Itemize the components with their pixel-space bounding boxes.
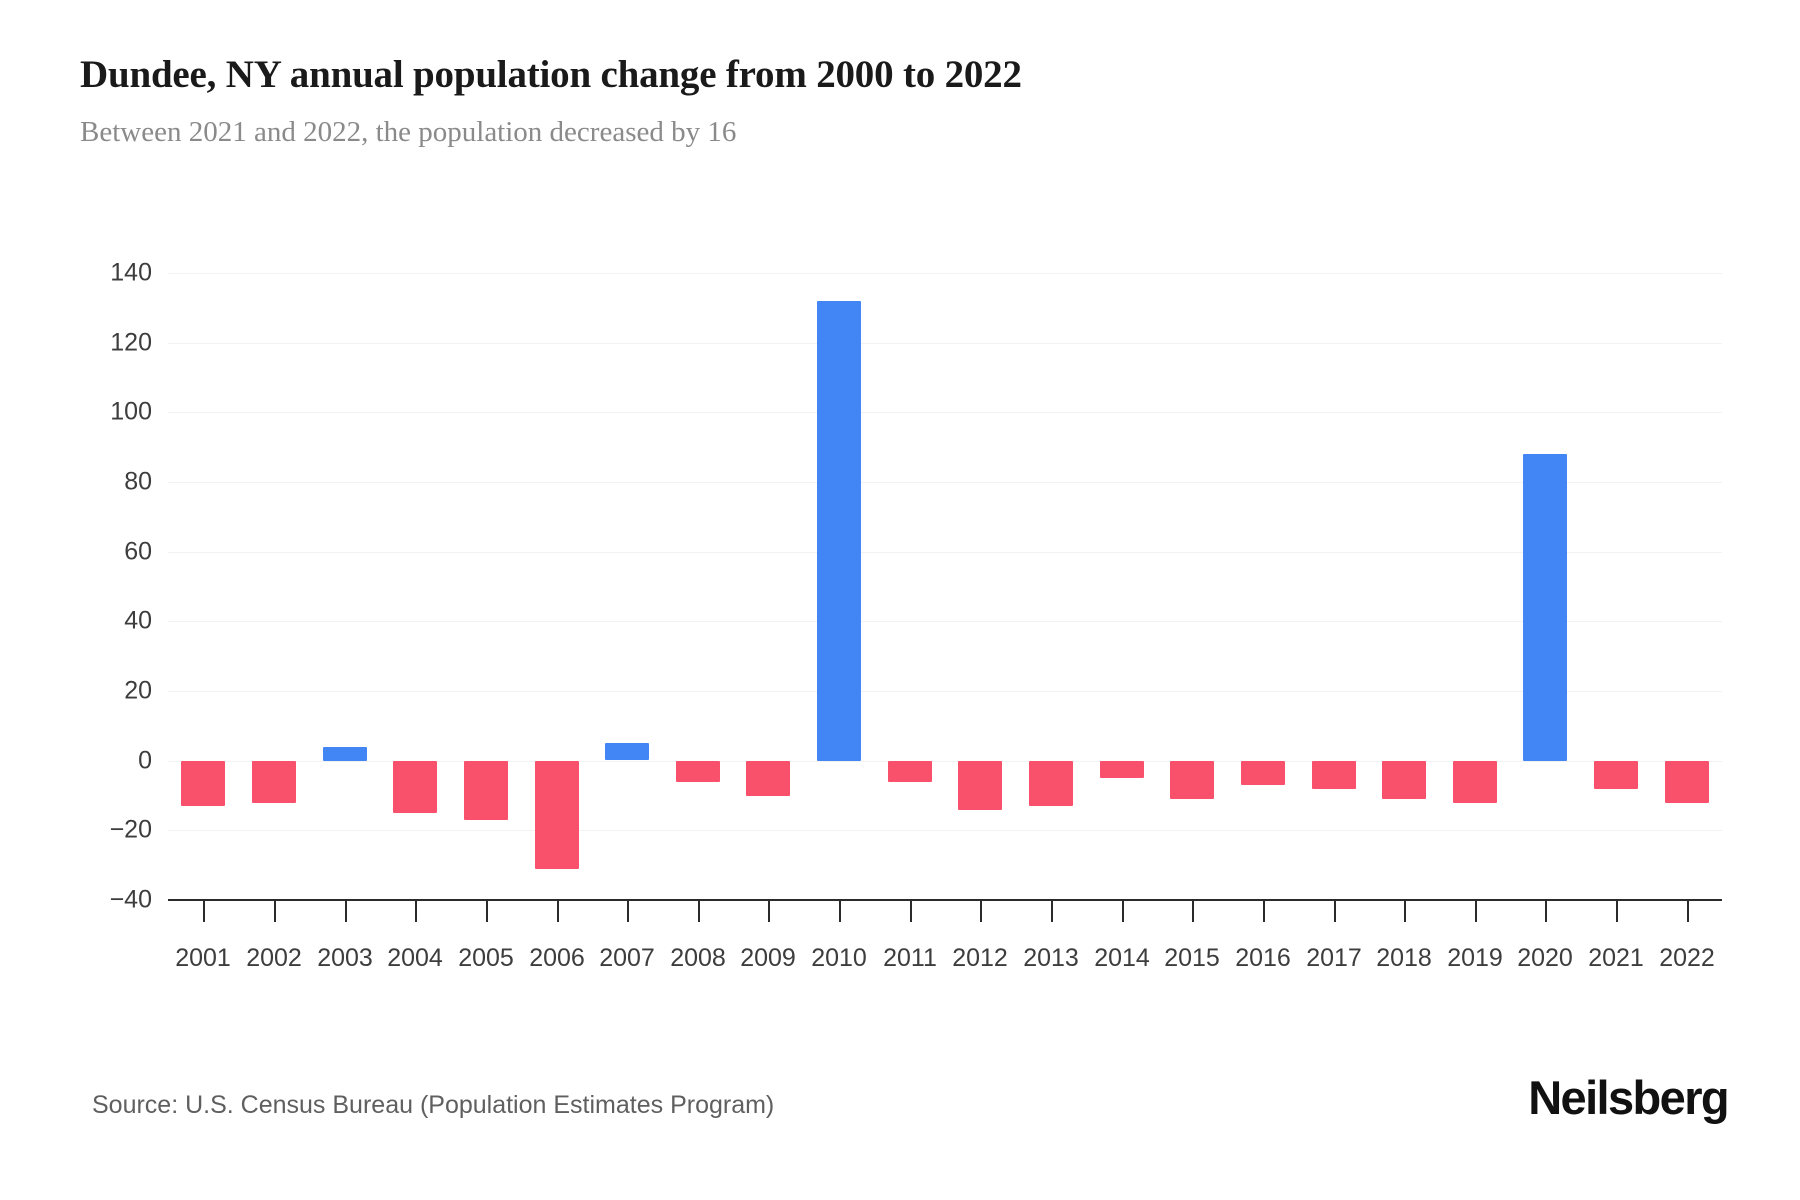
x-axis-tick-label: 2013 — [1023, 944, 1079, 972]
x-axis-tick-mark — [1475, 900, 1477, 922]
bar-2001[interactable] — [181, 761, 225, 806]
bar-2007[interactable] — [605, 743, 649, 760]
x-axis-tick-label: 2019 — [1447, 944, 1503, 972]
x-axis-tick-mark — [1263, 900, 1265, 922]
gridline — [168, 830, 1722, 831]
bar-2003[interactable] — [323, 747, 367, 761]
x-axis-tick-label: 2004 — [387, 944, 443, 972]
chart-header: Dundee, NY annual population change from… — [80, 52, 1700, 150]
x-axis-tick-label: 2008 — [670, 944, 726, 972]
bar-2020[interactable] — [1523, 454, 1567, 761]
y-axis-tick-label: 80 — [124, 467, 152, 496]
bar-2018[interactable] — [1382, 761, 1426, 799]
x-axis-tick-mark — [768, 900, 770, 922]
bar-2008[interactable] — [676, 761, 720, 782]
bar-2016[interactable] — [1241, 761, 1285, 785]
x-axis-tick-mark — [627, 900, 629, 922]
x-axis-tick-label: 2005 — [458, 944, 514, 972]
x-axis-tick-label: 2020 — [1517, 944, 1573, 972]
x-axis-tick-mark — [415, 900, 417, 922]
y-axis-tick-label: 20 — [124, 676, 152, 705]
x-axis-tick-mark — [839, 900, 841, 922]
x-axis-tick-mark — [910, 900, 912, 922]
y-axis-tick-label: 40 — [124, 606, 152, 635]
bar-2019[interactable] — [1453, 761, 1497, 803]
x-axis-tick-label: 2007 — [599, 944, 655, 972]
bar-2009[interactable] — [746, 761, 790, 796]
gridline — [168, 621, 1722, 622]
gridline — [168, 273, 1722, 274]
x-axis-tick-mark — [1687, 900, 1689, 922]
y-axis-tick-label: −40 — [109, 885, 152, 914]
x-axis-tick-label: 2001 — [175, 944, 231, 972]
bar-2002[interactable] — [252, 761, 296, 803]
x-axis-tick-mark — [1051, 900, 1053, 922]
x-axis-tick-mark — [1616, 900, 1618, 922]
y-axis-tick-label: 120 — [110, 328, 152, 357]
bar-2005[interactable] — [464, 761, 508, 820]
x-axis-tick-mark — [1545, 900, 1547, 922]
chart-subtitle: Between 2021 and 2022, the population de… — [80, 116, 737, 148]
x-axis-tick-label: 2003 — [317, 944, 373, 972]
x-axis-tick-mark — [1192, 900, 1194, 922]
x-axis-tick-label: 2009 — [740, 944, 796, 972]
gridline — [168, 412, 1722, 413]
x-axis-line — [168, 899, 1722, 901]
x-axis-tick-label: 2021 — [1588, 944, 1644, 972]
bar-2021[interactable] — [1594, 761, 1638, 789]
x-axis-tick-mark — [1122, 900, 1124, 922]
source-note: Source: U.S. Census Bureau (Population E… — [92, 1091, 775, 1119]
x-axis-tick-mark — [203, 900, 205, 922]
x-axis-tick-label: 2018 — [1376, 944, 1432, 972]
bar-2006[interactable] — [535, 761, 579, 869]
bar-2011[interactable] — [888, 761, 932, 782]
x-axis-tick-mark — [1334, 900, 1336, 922]
bar-2010[interactable] — [817, 301, 861, 761]
y-axis-tick-label: 100 — [110, 397, 152, 426]
gridline — [168, 343, 1722, 344]
bar-2022[interactable] — [1665, 761, 1709, 803]
x-axis-tick-label: 2015 — [1164, 944, 1220, 972]
x-axis-tick-label: 2010 — [811, 944, 867, 972]
x-axis-tick-mark — [486, 900, 488, 922]
bar-2012[interactable] — [958, 761, 1002, 810]
x-axis-tick-label: 2022 — [1659, 944, 1715, 972]
x-axis-tick-label: 2002 — [246, 944, 302, 972]
y-axis-tick-label: 60 — [124, 537, 152, 566]
x-axis-tick-label: 2012 — [952, 944, 1008, 972]
x-axis-tick-mark — [980, 900, 982, 922]
y-axis-tick-label: 140 — [110, 258, 152, 287]
x-axis-tick-mark — [274, 900, 276, 922]
gridline — [168, 761, 1722, 762]
bar-2013[interactable] — [1029, 761, 1073, 806]
x-axis-tick-mark — [345, 900, 347, 922]
x-axis-tick-label: 2011 — [883, 944, 937, 972]
gridline — [168, 691, 1722, 692]
gridline — [168, 552, 1722, 553]
x-axis-tick-label: 2006 — [529, 944, 585, 972]
bar-2015[interactable] — [1170, 761, 1214, 799]
x-axis-tick-label: 2016 — [1235, 944, 1291, 972]
page-title: Dundee, NY annual population change from… — [80, 53, 1022, 96]
gridline — [168, 482, 1722, 483]
y-axis-tick-label: −20 — [109, 815, 152, 844]
x-axis-tick-mark — [557, 900, 559, 922]
bar-2014[interactable] — [1100, 761, 1144, 778]
x-axis-tick-mark — [698, 900, 700, 922]
x-axis-tick-label: 2014 — [1094, 944, 1150, 972]
bar-2004[interactable] — [393, 761, 437, 813]
x-axis-tick-label: 2017 — [1306, 944, 1362, 972]
brand-logo: Neilsberg — [1528, 1071, 1729, 1124]
bar-2017[interactable] — [1312, 761, 1356, 789]
y-axis-tick-label: 0 — [138, 746, 152, 775]
x-axis-tick-mark — [1404, 900, 1406, 922]
